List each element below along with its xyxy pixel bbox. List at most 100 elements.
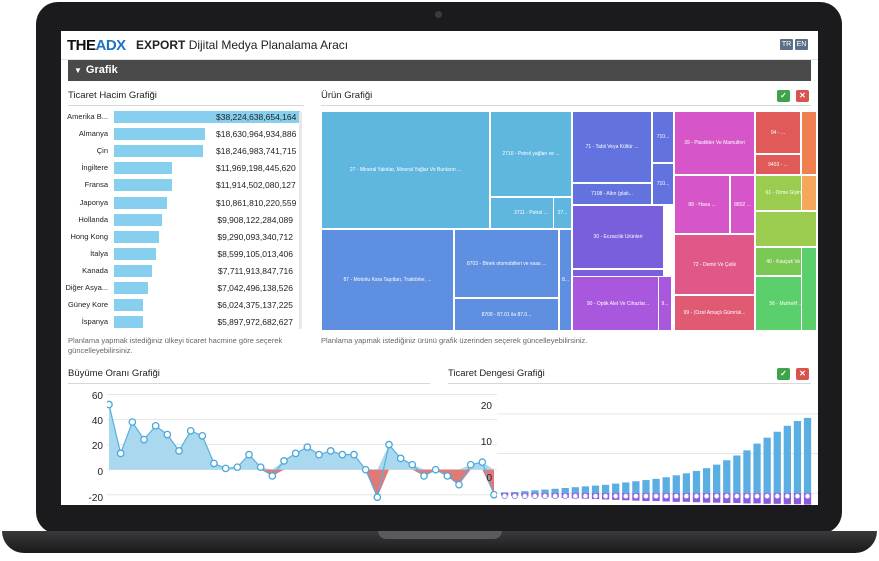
growth-point[interactable] [245, 450, 253, 459]
balance-export-bar[interactable] [793, 421, 802, 494]
balance-export-bar[interactable] [763, 437, 771, 494]
balance-net-point[interactable] [653, 493, 660, 500]
treemap-tile-edge[interactable] [801, 175, 817, 211]
treemap-tile[interactable]: 2710 - Petrol yağları ve ... [490, 111, 572, 197]
treemap-tile[interactable]: 7108 - Altın (plati... [572, 183, 652, 205]
trade-volume-row[interactable]: Hollanda $9,908,122,284,089 [61, 213, 301, 230]
balance-export-bar[interactable] [733, 455, 741, 494]
balance-export-bar[interactable] [783, 425, 791, 494]
balance-net-point[interactable] [673, 493, 680, 500]
growth-point[interactable] [350, 450, 358, 459]
language-tr-button[interactable]: TR [780, 39, 793, 50]
growth-point[interactable] [140, 435, 148, 444]
balance-export-bar[interactable] [773, 431, 781, 494]
balance-net-point[interactable] [501, 493, 508, 500]
growth-point[interactable] [233, 463, 242, 472]
treemap-tile[interactable]: 8802 ... [730, 175, 755, 234]
balance-export-bar[interactable] [591, 485, 600, 494]
balance-net-point[interactable] [703, 493, 710, 500]
treemap-tile[interactable]: 99 - (Özel Amaçlı Gümrük... [674, 295, 755, 331]
growth-point[interactable] [175, 447, 183, 455]
growth-point[interactable] [373, 493, 382, 502]
growth-point[interactable] [478, 458, 487, 467]
treemap-tile[interactable]: 88 - Hava ... [674, 175, 730, 234]
balance-net-point[interactable] [743, 493, 750, 500]
growth-point[interactable] [315, 450, 323, 459]
balance-net-point[interactable] [804, 493, 811, 500]
trade-volume-row[interactable]: Almanya $18,630,964,934,886 [61, 127, 301, 144]
balance-export-bar[interactable] [753, 443, 761, 494]
trade-volume-row[interactable]: Amerika B... $38,224,638,654,164 [61, 110, 301, 127]
growth-point[interactable] [431, 465, 440, 474]
trade-volume-row[interactable]: İspanya $5,897,972,682,627 [61, 315, 301, 332]
treemap-tile[interactable]: 94 - ... [755, 111, 801, 154]
growth-point[interactable] [256, 463, 265, 472]
trade-volume-row[interactable]: Fransa $11,914,502,080,127 [61, 178, 301, 195]
section-header-grafik[interactable]: ▼ Grafik [68, 60, 811, 81]
treemap-tile[interactable]: 71 - Tabii Veya Kültür ... [572, 111, 652, 183]
trade-volume-row[interactable]: İngiltere $11,969,198,445,620 [61, 161, 301, 178]
growth-point[interactable] [268, 472, 277, 480]
growth-point[interactable] [455, 480, 463, 489]
treemap-tile-edge[interactable] [801, 247, 817, 331]
growth-point[interactable] [385, 440, 393, 449]
treemap-tile[interactable]: 90 - Optik Alet Ve Cihazlar... [572, 276, 664, 331]
balance-net-point[interactable] [622, 493, 629, 500]
balance-net-point[interactable] [572, 493, 579, 500]
growth-point[interactable] [338, 450, 347, 459]
balance-export-bar[interactable] [521, 491, 529, 494]
balance-export-bar[interactable] [713, 464, 721, 494]
balance-net-point[interactable] [632, 493, 639, 500]
treemap-tile[interactable]: 710... [652, 111, 674, 163]
balance-net-point[interactable] [723, 493, 730, 500]
treemap-tile-edge[interactable] [755, 211, 817, 247]
balance-net-point[interactable] [754, 493, 761, 500]
balance-net-point[interactable] [774, 493, 781, 500]
balance-net-point[interactable] [531, 493, 538, 500]
balance-export-bar[interactable] [692, 470, 701, 494]
growth-point[interactable] [210, 459, 218, 468]
trade-volume-row[interactable]: Kanada $7,711,913,847,716 [61, 264, 301, 281]
balance-net-point[interactable] [521, 493, 528, 500]
balance-confirm-button[interactable]: ✓ [777, 368, 790, 380]
balance-net-point[interactable] [642, 493, 649, 500]
balance-net-point[interactable] [612, 493, 619, 500]
balance-export-bar[interactable] [702, 468, 711, 494]
balance-net-point[interactable] [602, 493, 609, 500]
trade-volume-row[interactable]: İtalya $8,599,105,013,406 [61, 247, 301, 264]
balance-net-point[interactable] [683, 493, 690, 500]
growth-point[interactable] [186, 426, 195, 435]
product-close-button[interactable]: ✕ [796, 90, 809, 102]
trade-volume-row[interactable]: Çin $18,246,983,741,715 [61, 144, 301, 161]
balance-export-bar[interactable] [511, 491, 519, 494]
growth-point[interactable] [163, 430, 172, 439]
balance-export-bar[interactable] [612, 483, 620, 494]
treemap-tile[interactable]: 87 - Motorlu Kara Taşıtları, Traktörler,… [321, 229, 454, 331]
growth-point[interactable] [420, 472, 428, 480]
balance-export-bar[interactable] [541, 489, 549, 494]
treemap-tile[interactable]: 8... [559, 229, 572, 331]
growth-point[interactable] [361, 465, 370, 474]
trade-volume-row[interactable]: Güney Kore $6,024,375,137,225 [61, 298, 301, 315]
trade-volume-row[interactable]: Hong Kong $9,290,093,340,712 [61, 230, 301, 247]
growth-point[interactable] [303, 443, 312, 451]
balance-net-point[interactable] [582, 493, 589, 500]
treemap-tile[interactable]: 9403 - ... [755, 154, 801, 175]
balance-export-bar[interactable] [571, 487, 579, 494]
balance-net-point[interactable] [784, 493, 791, 500]
trade-volume-scrollbar[interactable] [299, 112, 302, 329]
balance-export-bar[interactable] [551, 488, 559, 494]
balance-net-point[interactable] [511, 493, 518, 500]
treemap-tile[interactable]: 9... [658, 276, 672, 331]
treemap-tile[interactable]: 30 - Eczacılık Ürünleri [572, 205, 664, 269]
balance-net-point[interactable] [542, 493, 549, 500]
balance-export-bar[interactable] [803, 417, 812, 494]
growth-point[interactable] [198, 432, 207, 440]
treemap-tile-edge[interactable] [801, 111, 817, 175]
balance-export-bar[interactable] [642, 480, 650, 494]
growth-point[interactable] [326, 447, 335, 455]
balance-export-bar[interactable] [581, 486, 590, 494]
trade-volume-row[interactable]: Japonya $10,861,810,220,559 [61, 196, 301, 213]
balance-net-point[interactable] [764, 493, 771, 500]
growth-point[interactable] [128, 418, 137, 426]
